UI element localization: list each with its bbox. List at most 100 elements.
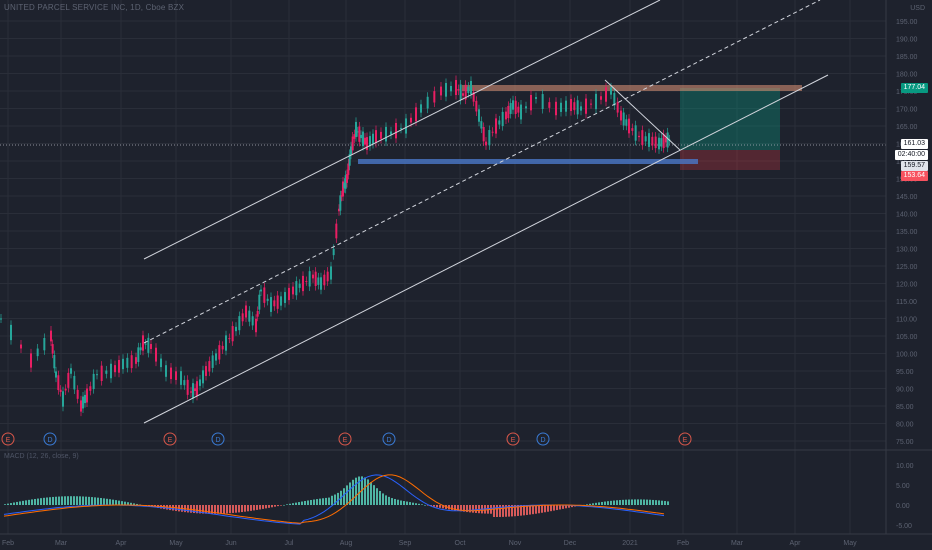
candle [67, 372, 70, 388]
candle [573, 102, 576, 111]
macd-scale-label: 0.00 [896, 503, 910, 510]
candle [245, 305, 247, 318]
macd-bar [346, 485, 348, 505]
channel-lower-line[interactable] [143, 74, 829, 424]
dividend-marker[interactable]: D [43, 432, 57, 446]
candle [208, 361, 211, 372]
candle [57, 375, 60, 391]
macd-bar [550, 505, 552, 512]
earnings-marker[interactable]: E [338, 432, 352, 446]
candle [211, 355, 214, 368]
macd-bar [211, 505, 213, 514]
macd-bar [190, 505, 192, 513]
macd-bar [70, 496, 72, 505]
macd-bar [259, 505, 261, 510]
dividend-marker[interactable]: D [536, 432, 550, 446]
candle [658, 137, 660, 150]
macd-bar [343, 488, 345, 505]
target-zone[interactable] [680, 88, 780, 150]
candle [509, 103, 512, 114]
candle [288, 287, 290, 301]
candle [390, 131, 392, 135]
price-scale-label: 75.00 [896, 439, 914, 446]
macd-bar [526, 505, 528, 515]
macd-bar [442, 505, 444, 509]
dividend-marker[interactable]: D [211, 432, 225, 446]
candle [192, 383, 194, 399]
candle [130, 355, 133, 369]
currency-label: USD [910, 5, 925, 12]
candle [55, 371, 57, 378]
time-axis-label: Feb [2, 540, 14, 547]
candle [96, 374, 98, 376]
candle [440, 86, 442, 96]
support-zone[interactable] [358, 159, 698, 164]
price-scale-label: 125.00 [896, 264, 918, 271]
macd-bar [304, 500, 306, 505]
candle [346, 174, 348, 183]
macd-bar [295, 502, 297, 505]
macd-bar [100, 498, 102, 505]
macd-bar [427, 505, 429, 506]
channel-upper-line[interactable] [143, 0, 661, 260]
stop-zone[interactable] [680, 150, 780, 170]
candle [576, 100, 579, 115]
candle [295, 281, 298, 296]
dividend-marker[interactable]: D [382, 432, 396, 446]
macd-bar [262, 505, 264, 509]
earnings-marker[interactable]: E [678, 432, 692, 446]
macd-bar [418, 503, 420, 505]
time-axis-label: 2021 [622, 540, 638, 547]
candle [507, 105, 510, 119]
macd-bar [376, 488, 378, 505]
macd-bar [658, 500, 660, 505]
macd-bar [562, 505, 564, 509]
channel-mid-line[interactable] [143, 0, 821, 344]
macd-bar [664, 501, 666, 505]
macd-bar [355, 477, 357, 505]
price-scale-label: 195.00 [896, 19, 918, 26]
candle [580, 106, 582, 111]
resistance-zone[interactable] [462, 85, 802, 91]
price-scale-label: 180.00 [896, 72, 918, 79]
svg-text:E: E [511, 437, 516, 444]
candle [137, 347, 140, 362]
svg-text:D: D [47, 437, 52, 444]
macd-bar [202, 505, 204, 514]
symbol-header[interactable]: UNITED PARCEL SERVICE INC, 1D, Cboe BZX [4, 3, 185, 12]
macd-indicator-label[interactable]: MACD (12, 26, close, 9) [4, 453, 79, 460]
macd-bar [205, 505, 207, 514]
candle [36, 348, 39, 357]
macd-bar [112, 499, 114, 505]
candle [605, 87, 607, 102]
candle [30, 353, 32, 368]
macd-bar [646, 499, 648, 505]
candle [51, 344, 54, 354]
candle [165, 365, 167, 377]
earnings-marker[interactable]: E [163, 432, 177, 446]
price-scale-label: 85.00 [896, 404, 914, 411]
macd-bar [454, 505, 456, 511]
macd-bar [229, 505, 231, 514]
candle [339, 195, 342, 211]
macd-scale-label: 10.00 [896, 463, 914, 470]
macd-bar [349, 482, 351, 505]
earnings-marker[interactable]: E [506, 432, 520, 446]
macd-bar [124, 501, 126, 505]
earnings-marker[interactable]: E [1, 432, 15, 446]
macd-bar [274, 505, 276, 507]
candle [342, 181, 344, 197]
macd-bar [328, 497, 330, 505]
candle [225, 335, 227, 351]
macd-bar [277, 505, 279, 507]
candle [459, 84, 462, 100]
macd-bar [85, 496, 87, 505]
macd-bar [373, 485, 375, 505]
macd-bar [469, 505, 471, 513]
candle [260, 289, 262, 292]
macd-bar [49, 497, 51, 505]
falling-trendline[interactable] [604, 79, 681, 151]
candle [351, 136, 354, 151]
